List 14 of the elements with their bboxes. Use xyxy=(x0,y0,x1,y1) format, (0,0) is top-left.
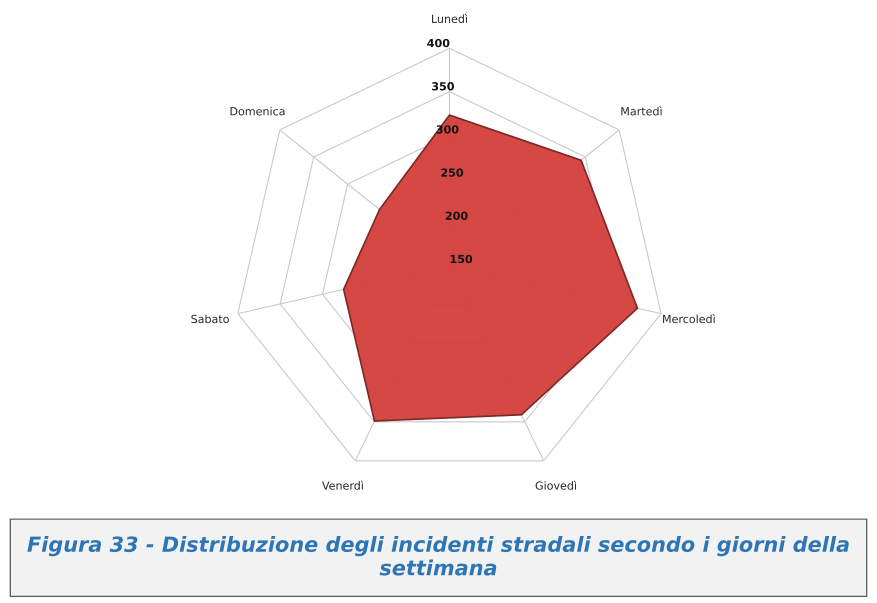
y-tick-label: 200 xyxy=(446,212,468,220)
y-tick-label: 300 xyxy=(436,125,459,134)
spoke-label: Lunedì xyxy=(432,14,468,23)
y-tick-label: 350 xyxy=(432,82,454,90)
spoke-label: Venerdì xyxy=(322,480,364,490)
y-tick-label: 150 xyxy=(450,254,472,264)
spoke-label: Domenica xyxy=(230,106,285,116)
text: Figura 33 - Distribuzione degli incidenti stradali secondo i giorni della settimana xyxy=(27,536,849,576)
y-tick-label: 250 xyxy=(441,168,464,177)
spoke-label: Giovedì xyxy=(536,480,576,490)
spoke-label: Martedì xyxy=(621,106,662,116)
y-tick-label: 400 xyxy=(427,38,450,48)
spoke-label: Sabato xyxy=(191,314,229,324)
spoke-label: Mercoledì xyxy=(663,314,715,324)
